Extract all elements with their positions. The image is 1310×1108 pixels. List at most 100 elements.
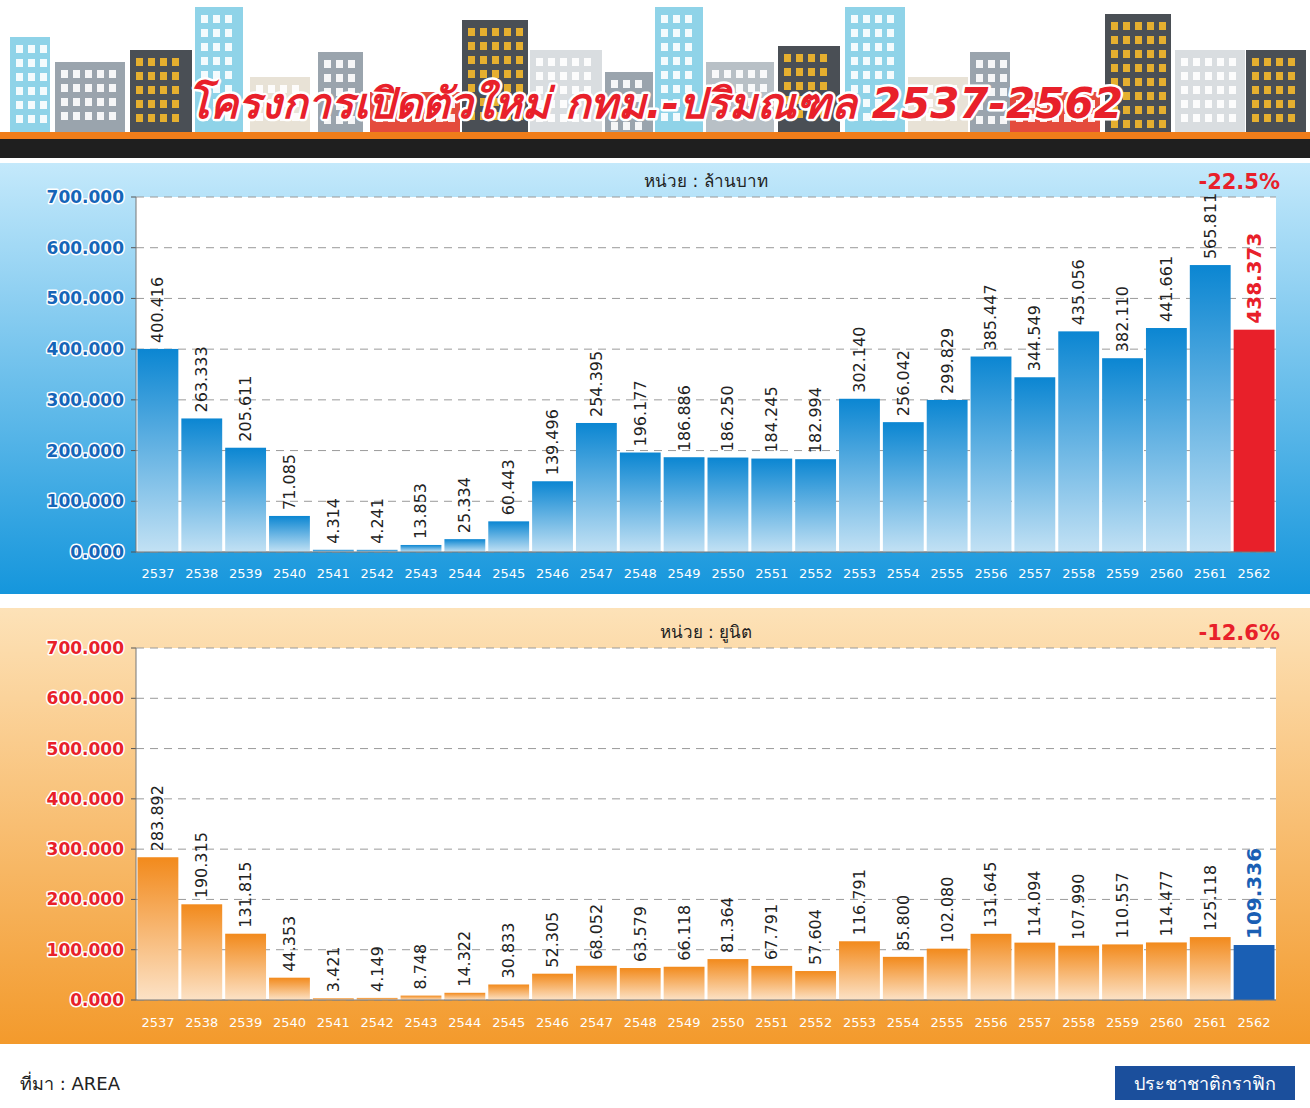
bar bbox=[839, 399, 880, 552]
bar bbox=[1102, 358, 1143, 552]
window bbox=[148, 100, 155, 108]
window bbox=[1288, 114, 1295, 122]
x-tick-label: 2562 bbox=[1238, 566, 1271, 581]
window bbox=[1135, 64, 1142, 72]
plot-area bbox=[136, 648, 1276, 1000]
data-label: 14.322 bbox=[455, 931, 474, 987]
x-tick-label: 2556 bbox=[974, 566, 1007, 581]
window bbox=[1193, 100, 1200, 108]
data-label: 3.421 bbox=[324, 946, 343, 992]
window bbox=[887, 29, 894, 37]
y-tick-label: 100.000 bbox=[47, 491, 125, 511]
data-label: 60.443 bbox=[499, 459, 518, 515]
bar bbox=[401, 545, 442, 552]
window bbox=[16, 59, 23, 67]
tick-mark bbox=[131, 298, 136, 299]
window bbox=[875, 15, 882, 23]
window bbox=[492, 70, 499, 78]
window bbox=[685, 57, 692, 65]
window bbox=[61, 98, 68, 106]
window bbox=[851, 71, 858, 79]
data-label: 196.177 bbox=[631, 380, 650, 446]
window bbox=[336, 60, 343, 68]
window bbox=[820, 54, 827, 62]
data-label: 114.477 bbox=[1157, 870, 1176, 936]
window bbox=[1193, 114, 1200, 122]
window bbox=[1123, 106, 1130, 114]
window bbox=[784, 54, 791, 62]
x-tick-label: 2542 bbox=[361, 1015, 394, 1030]
grid-line bbox=[136, 349, 1276, 350]
bar bbox=[664, 967, 705, 1000]
window bbox=[1205, 72, 1212, 80]
annotation: -22.5% bbox=[1198, 170, 1280, 194]
tick-mark bbox=[131, 197, 136, 198]
data-label: 435.056 bbox=[1069, 259, 1088, 325]
y-tick-label: 700.000 bbox=[47, 638, 125, 658]
bar bbox=[576, 966, 617, 1000]
bar bbox=[927, 949, 968, 1000]
window bbox=[201, 57, 208, 65]
x-tick-label: 2537 bbox=[141, 1015, 174, 1030]
bar bbox=[488, 521, 529, 552]
data-label: 125.118 bbox=[1201, 865, 1220, 931]
window bbox=[1147, 64, 1154, 72]
window bbox=[480, 42, 487, 50]
window bbox=[201, 15, 208, 23]
bar bbox=[225, 934, 266, 1000]
data-label: 107.990 bbox=[1069, 874, 1088, 940]
window bbox=[976, 60, 983, 68]
window bbox=[1147, 106, 1154, 114]
x-tick-label: 2540 bbox=[273, 1015, 306, 1030]
bar bbox=[751, 966, 792, 1000]
window bbox=[28, 87, 35, 95]
bar bbox=[532, 974, 573, 1000]
window bbox=[1229, 114, 1236, 122]
window bbox=[109, 70, 116, 78]
window bbox=[1159, 64, 1166, 72]
x-tick-label: 2562 bbox=[1238, 1015, 1271, 1030]
window bbox=[1111, 50, 1118, 58]
x-tick-label: 2545 bbox=[492, 566, 525, 581]
window bbox=[1288, 86, 1295, 94]
window bbox=[1147, 92, 1154, 100]
grid-line bbox=[136, 748, 1276, 749]
window bbox=[1217, 100, 1224, 108]
bar bbox=[1014, 943, 1055, 1000]
window bbox=[28, 59, 35, 67]
x-tick-label: 2539 bbox=[229, 566, 262, 581]
window bbox=[685, 43, 692, 51]
x-tick-label: 2548 bbox=[624, 1015, 657, 1030]
window bbox=[1217, 72, 1224, 80]
x-tick-label: 2555 bbox=[931, 566, 964, 581]
window bbox=[1193, 72, 1200, 80]
window bbox=[148, 114, 155, 122]
tick-mark bbox=[131, 949, 136, 950]
x-tick-label: 2547 bbox=[580, 1015, 613, 1030]
x-tick-label: 2559 bbox=[1106, 1015, 1139, 1030]
window bbox=[1123, 64, 1130, 72]
data-label: 4.241 bbox=[368, 498, 387, 544]
plot-area bbox=[136, 197, 1276, 552]
window bbox=[61, 70, 68, 78]
bar bbox=[181, 418, 222, 552]
bar bbox=[1014, 377, 1055, 552]
window bbox=[468, 56, 475, 64]
window bbox=[1000, 60, 1007, 68]
bar bbox=[664, 457, 705, 552]
window bbox=[73, 112, 80, 120]
window bbox=[863, 29, 870, 37]
bar bbox=[708, 959, 749, 1000]
tick-mark bbox=[131, 849, 136, 850]
data-label: 114.094 bbox=[1025, 870, 1044, 936]
window bbox=[172, 72, 179, 80]
x-tick-label: 2549 bbox=[668, 566, 701, 581]
chart-panel: 0.000100.000200.000300.000400.000500.000… bbox=[0, 163, 1310, 594]
window bbox=[1264, 86, 1271, 94]
bar bbox=[444, 539, 485, 552]
window bbox=[160, 58, 167, 66]
window bbox=[863, 15, 870, 23]
window bbox=[225, 57, 232, 65]
bar bbox=[1190, 265, 1231, 552]
data-label: 186.886 bbox=[675, 385, 694, 451]
